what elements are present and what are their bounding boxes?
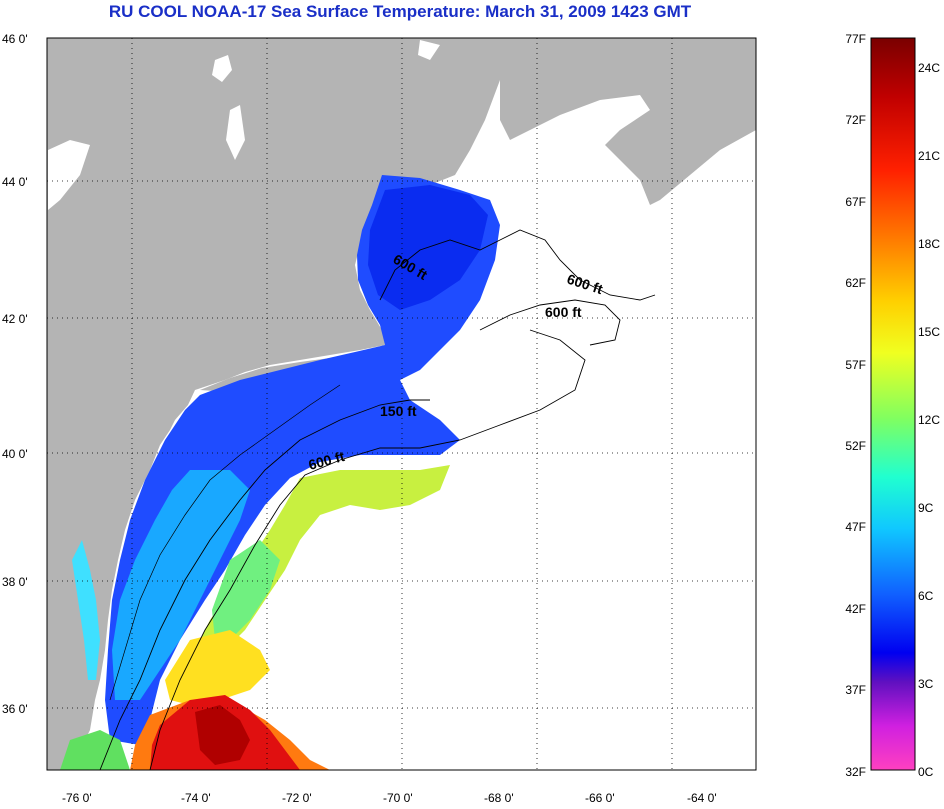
cb-c-24: 24C <box>918 61 940 75</box>
lon-label-74: -74 0' <box>181 791 211 805</box>
contour-inner-shelf <box>109 384 341 701</box>
lon-label-70: -70 0' <box>383 791 413 805</box>
contour-600ft-shelf <box>149 329 586 770</box>
lon-label-76: -76 0' <box>62 791 92 805</box>
colorbar-fahrenheit-labels: 77F 72F 67F 62F 57F 52F 47F 42F 37F 32F <box>845 32 866 779</box>
map-title: RU COOL NOAA-17 Sea Surface Temperature:… <box>108 2 692 21</box>
contour-600ft-georges <box>479 299 621 346</box>
cb-f-42: 42F <box>845 602 866 616</box>
lat-label-44: 44 0' <box>2 175 28 189</box>
contour-600ft-gulf <box>379 229 656 301</box>
colorbar <box>870 37 916 771</box>
colorbar-celsius-labels: 24C 21C 18C 15C 12C 9C 6C 3C 0C <box>918 61 940 779</box>
cb-f-47: 47F <box>845 520 866 534</box>
lon-label-66: -66 0' <box>585 791 615 805</box>
cb-f-62: 62F <box>845 276 866 290</box>
lon-label-64: -64 0' <box>687 791 717 805</box>
cb-c-6: 6C <box>918 589 934 603</box>
sst-slope-green <box>212 540 280 640</box>
land-nova-scotia <box>500 38 756 215</box>
cb-f-57: 57F <box>845 358 866 372</box>
cb-f-32: 32F <box>845 765 866 779</box>
cb-f-52: 52F <box>845 439 866 453</box>
sst-gulfstream-darkred <box>195 705 250 765</box>
lat-label-40: 40 0' <box>2 447 28 461</box>
sst-south-coast <box>60 730 130 770</box>
contour-label-shelf-150: 150 ft <box>380 403 417 419</box>
contour-label-georges-south: 600 ft <box>545 304 582 320</box>
cb-c-9: 9C <box>918 501 934 515</box>
lat-label-36: 36 0' <box>2 702 28 716</box>
sst-gulfstream-yellow <box>165 630 270 705</box>
sst-chesapeake <box>72 540 100 680</box>
graticule <box>47 38 756 770</box>
cb-c-15: 15C <box>918 325 940 339</box>
map-frame <box>46 37 757 771</box>
cb-c-18: 18C <box>918 237 940 251</box>
cb-f-77: 77F <box>845 32 866 46</box>
lat-label-38: 38 0' <box>2 575 28 589</box>
lat-label-46: 46 0' <box>2 32 28 46</box>
cb-c-12: 12C <box>918 413 940 427</box>
cb-c-21: 21C <box>918 149 940 163</box>
cb-f-37: 37F <box>845 683 866 697</box>
lon-label-72: -72 0' <box>282 791 312 805</box>
cb-c-3: 3C <box>918 677 934 691</box>
cloud-offshore <box>380 140 660 440</box>
cb-f-67: 67F <box>845 195 866 209</box>
contour-150ft <box>99 399 430 770</box>
cb-f-72: 72F <box>845 113 866 127</box>
lon-label-68: -68 0' <box>484 791 514 805</box>
sst-shelf-blue <box>105 175 500 745</box>
sst-nearshore-cyan <box>112 470 250 700</box>
cb-c-0: 0C <box>918 765 934 779</box>
lat-label-42: 42 0' <box>2 312 28 326</box>
land-us-coast <box>47 38 500 770</box>
